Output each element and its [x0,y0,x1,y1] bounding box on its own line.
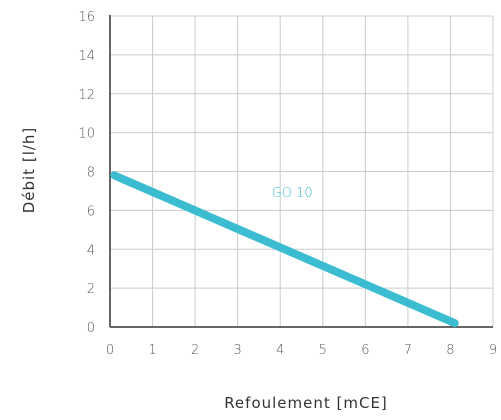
y-tick-label: 6 [87,204,95,219]
y-tick-label: 16 [78,10,95,25]
y-tick-label: 8 [87,166,95,181]
x-tick-label: 2 [191,343,199,358]
x-tick-label: 3 [234,343,242,358]
y-tick-label: 12 [78,88,95,103]
axes [109,15,493,328]
y-tick-label: 2 [87,282,95,297]
grid [110,15,494,327]
x-tick-label: 8 [446,343,454,358]
y-tick-label: 10 [78,127,95,142]
x-tick-label: 5 [319,343,327,358]
x-tick-label: 1 [148,343,156,358]
x-tick-labels: 0 1 2 3 4 5 6 7 8 9 [106,343,497,358]
y-tick-label: 4 [87,243,95,258]
x-tick-label: 6 [361,343,369,358]
series-line-0 [110,171,459,328]
annotations: GO 10 [272,186,313,201]
x-axis-title: Refoulement [mCE] [224,394,388,412]
x-tick-label: 4 [276,343,284,358]
x-tick-label: 9 [489,343,497,358]
y-tick-labels: 0 2 4 6 8 10 12 14 16 [78,10,95,336]
series-annotation: GO 10 [272,186,313,201]
x-tick-label: 7 [404,343,412,358]
x-tick-label: 0 [106,343,114,358]
y-axis-title: Débit [l/h] [20,127,38,214]
y-tick-label: 0 [87,321,95,336]
y-tick-label: 14 [78,49,95,64]
series-layer [110,171,459,328]
